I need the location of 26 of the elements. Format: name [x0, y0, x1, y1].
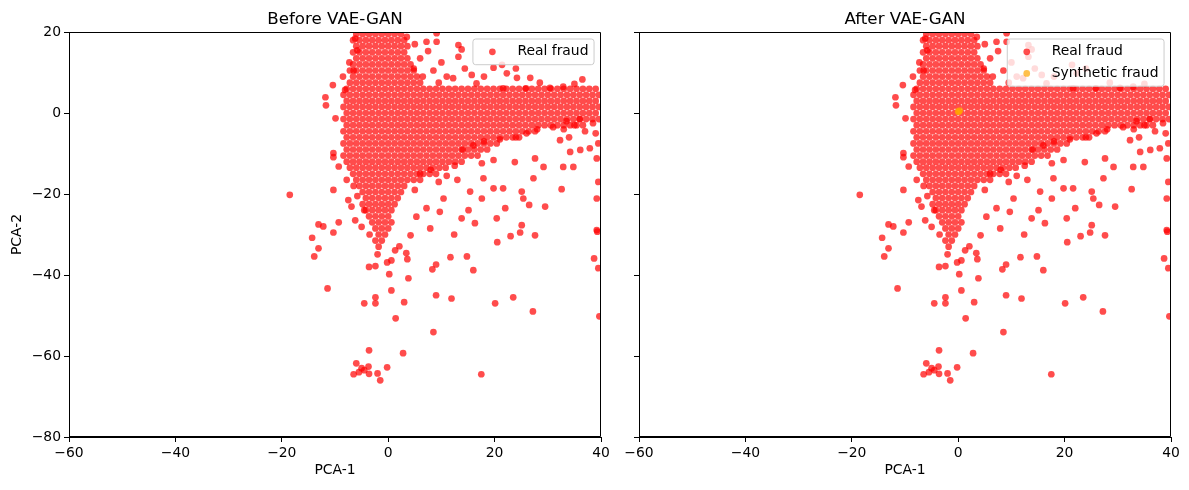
y-tick-label: 0	[52, 103, 61, 120]
x-tick-label: 0	[383, 443, 393, 460]
x-axis-title: PCA-1	[314, 461, 356, 478]
x-tick-label: −60	[624, 443, 654, 460]
chart-title: Before VAE-GAN	[267, 8, 403, 29]
x-tick-label: 20	[485, 443, 504, 460]
legend-label: Synthetic fraud	[1051, 64, 1159, 81]
y-tick-label: 20	[43, 22, 61, 39]
x-tick-label: −40	[730, 443, 761, 460]
y-tick-label: −20	[31, 184, 61, 201]
y-tick-label: −60	[31, 346, 61, 363]
x-tick-label: −40	[160, 443, 191, 460]
x-tick-label: 40	[1162, 443, 1180, 460]
x-tick-label: −60	[54, 443, 84, 460]
x-tick-label: 40	[592, 443, 610, 460]
y-tick-label: −80	[31, 427, 61, 444]
y-axis-title: PCA-2	[7, 213, 24, 256]
y-tick-label: −40	[31, 265, 61, 282]
x-tick-label: −20	[837, 443, 867, 460]
x-axis-title: PCA-1	[884, 461, 926, 478]
legend-label: Real fraud	[1051, 42, 1123, 59]
x-tick-label: −20	[267, 443, 297, 460]
chart-title: After VAE-GAN	[844, 8, 966, 29]
x-tick-label: 0	[953, 443, 963, 460]
legend-label: Real fraud	[517, 42, 589, 59]
x-tick-label: 20	[1055, 443, 1074, 460]
